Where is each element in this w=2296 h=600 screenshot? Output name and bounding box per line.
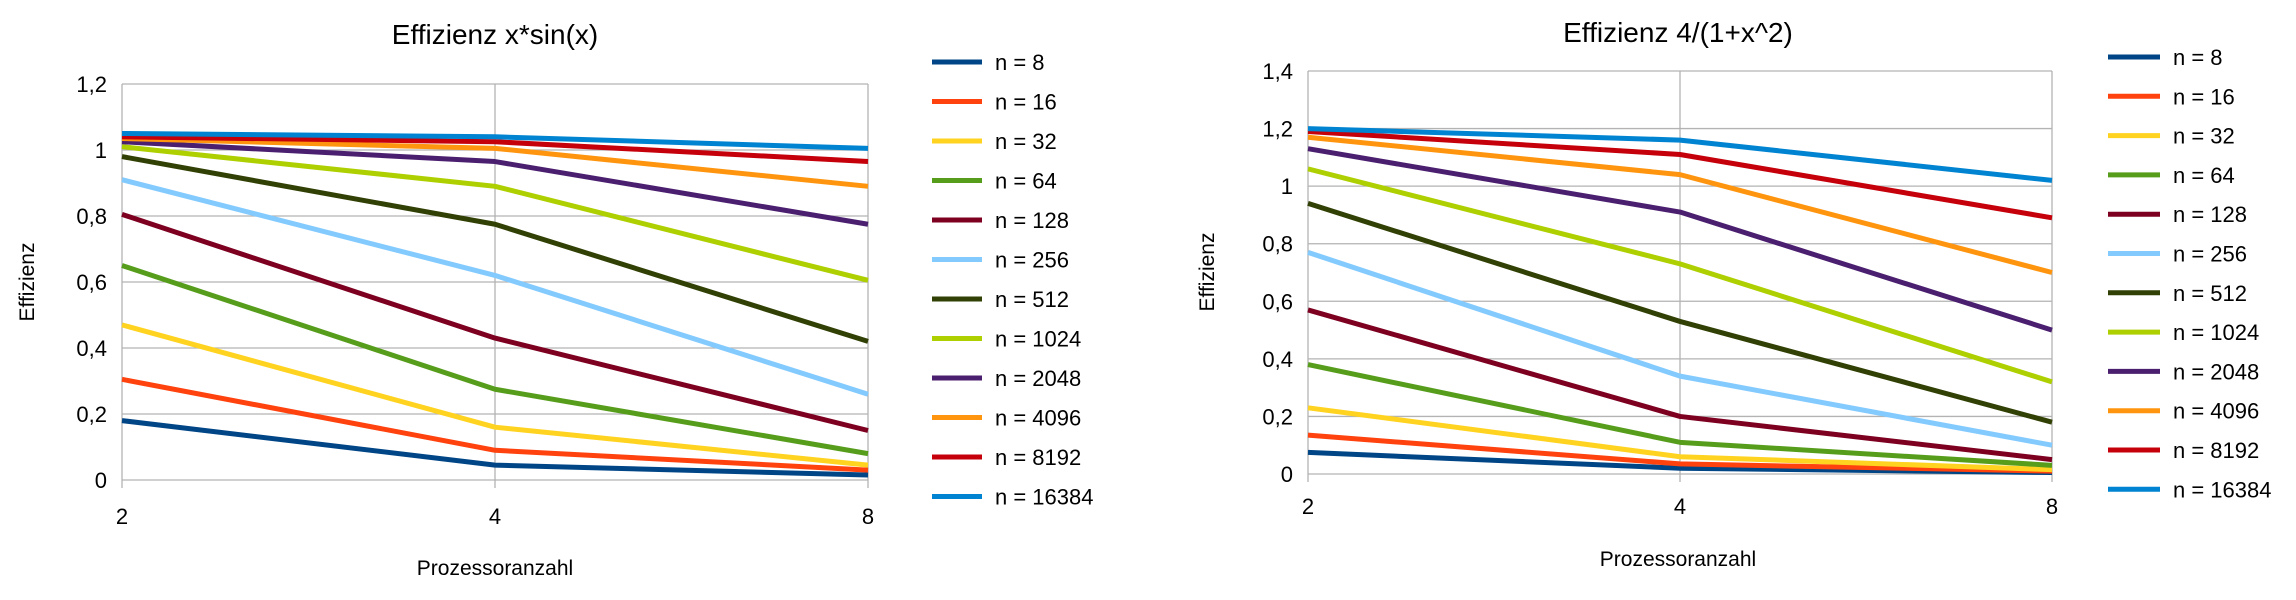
x-tick-label: 2: [116, 504, 128, 529]
chart-left-svg: Effizienz x*sin(x) 0 0,2 0,4 0,6 0,8 1 1,2 2 4 8 Pr…: [16, 19, 1093, 580]
legend-label: n = 8: [2173, 45, 2223, 70]
legend-label: n = 16384: [2173, 477, 2271, 502]
legend-label: n = 128: [2173, 202, 2247, 227]
legend-label: n = 256: [995, 248, 1069, 273]
y-tick-label: 0,2: [76, 402, 107, 427]
series-line: [121, 263, 869, 457]
y-tick-label: 0,8: [1262, 232, 1293, 257]
series-line: [121, 134, 869, 165]
legend-label: n = 32: [995, 129, 1057, 154]
legend-label: n = 16384: [995, 485, 1093, 510]
legend-label: n = 32: [2173, 124, 2235, 149]
series-line: [1307, 249, 2053, 448]
x-tick-label: 4: [1674, 494, 1686, 519]
y-tick-label: 1,4: [1262, 59, 1293, 84]
legend-label: n = 4096: [995, 406, 1081, 431]
legend-label: n = 8192: [995, 445, 1081, 470]
series-line: [121, 322, 869, 468]
series-line: [1307, 166, 2053, 385]
legend-label: n = 256: [2173, 242, 2247, 267]
chart-right: Effizienz 4/(1+x^2) 0 0,2 0,4 0,6 0,8 1 1,2 1,4 2…: [1148, 0, 2296, 600]
series-line: [121, 376, 869, 473]
x-tick-label: 8: [2046, 494, 2058, 519]
chart-right-svg: Effizienz 4/(1+x^2) 0 0,2 0,4 0,6 0,8 1 1,2 1,4 2…: [1196, 17, 2271, 571]
legend-label: n = 8192: [2173, 438, 2259, 463]
series-line: [1307, 405, 2053, 473]
legend-label: n = 16: [2173, 84, 2235, 109]
series-line: [121, 177, 869, 397]
x-axis-label: Prozessoranzahl: [1600, 548, 1756, 571]
legend-label: n = 1024: [995, 327, 1081, 352]
series-line: [1307, 146, 2053, 333]
legend-label: n = 4096: [2173, 399, 2259, 424]
y-tick-label: 0,6: [1262, 289, 1293, 314]
legend-label: n = 128: [995, 208, 1069, 233]
chart-title: Effizienz x*sin(x): [392, 19, 598, 50]
legend-label: n = 64: [995, 169, 1057, 194]
y-tick-label: 1: [1281, 174, 1293, 199]
series-line: [121, 418, 869, 478]
series-line: [121, 135, 869, 189]
y-tick-label: 1: [95, 138, 107, 163]
series-line: [1307, 362, 2053, 468]
chart-left: Effizienz x*sin(x) 0 0,2 0,4 0,6 0,8 1 1,2 2 4 8 Pr…: [16, 19, 1093, 580]
legend-label: n = 16: [995, 90, 1057, 115]
series-line: [121, 131, 869, 151]
series-line: [1307, 307, 2053, 463]
y-tick-label: 0,2: [1262, 404, 1293, 429]
y-tick-label: 1,2: [1262, 117, 1293, 142]
y-axis-label: Effizienz: [1196, 233, 1219, 312]
y-tick-label: 0,4: [76, 336, 107, 361]
series-line: [121, 211, 869, 433]
series-line: [1307, 128, 2053, 221]
y-axis-label: Effizienz: [16, 243, 39, 322]
y-tick-label: 0,6: [76, 270, 107, 295]
y-tick-label: 1,2: [76, 72, 107, 97]
chart-title: Effizienz 4/(1+x^2): [1563, 17, 1793, 48]
series-line: [121, 139, 869, 227]
y-tick-label: 0,8: [76, 204, 107, 229]
x-tick-label: 4: [489, 504, 501, 529]
y-tick-label: 0: [1281, 462, 1293, 487]
legend-label: n = 64: [2173, 163, 2235, 188]
y-tick-label: 0,4: [1262, 347, 1293, 372]
legend-label: n = 8: [995, 50, 1045, 75]
legend-label: n = 2048: [995, 366, 1081, 391]
legend-label: n = 1024: [2173, 320, 2259, 345]
x-axis-label: Prozessoranzahl: [417, 557, 573, 580]
y-tick-label: 0: [95, 468, 107, 493]
series-line: [1307, 134, 2053, 275]
legend-label: n = 2048: [2173, 359, 2259, 384]
series-line: [1307, 201, 2053, 425]
legend-label: n = 512: [995, 287, 1069, 312]
series-line: [121, 154, 869, 344]
series-line: [1307, 432, 2053, 474]
legend-label: n = 512: [2173, 281, 2247, 306]
series-line: [121, 144, 869, 283]
series-line: [1307, 126, 2053, 183]
x-tick-label: 2: [1302, 494, 1314, 519]
x-tick-label: 8: [862, 504, 874, 529]
